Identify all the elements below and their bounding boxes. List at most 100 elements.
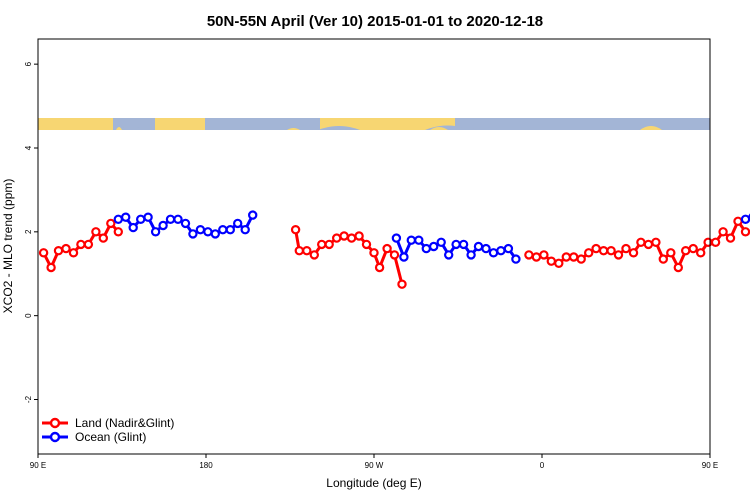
data-point xyxy=(681,245,691,256)
series-land xyxy=(38,216,750,289)
data-point xyxy=(561,252,572,262)
data-point xyxy=(710,237,721,247)
data-point xyxy=(451,239,461,250)
data-point xyxy=(569,252,579,262)
data-point xyxy=(481,243,491,254)
map-strip-land xyxy=(640,126,662,130)
legend-label: Ocean (Glint) xyxy=(75,430,146,444)
data-point xyxy=(68,248,79,258)
data-point xyxy=(294,245,304,256)
y-tick-label: 6 xyxy=(24,61,33,66)
data-point xyxy=(628,248,639,258)
data-point xyxy=(173,214,183,224)
data-point xyxy=(703,237,713,247)
data-point xyxy=(302,245,312,256)
data-point xyxy=(91,227,101,237)
data-point xyxy=(195,224,206,235)
data-point xyxy=(696,248,706,258)
data-point xyxy=(240,224,250,235)
data-point xyxy=(488,248,499,258)
data-point xyxy=(128,222,138,233)
data-point xyxy=(113,227,124,237)
data-point xyxy=(143,212,153,222)
data-point xyxy=(414,235,424,245)
data-point xyxy=(496,245,506,256)
x-tick-label: 0 xyxy=(540,461,545,470)
y-axis-label: XCO2 - MLO trend (ppm) xyxy=(1,179,15,314)
map-strip-ocean xyxy=(470,127,500,130)
data-point xyxy=(539,250,549,260)
map-strip-land xyxy=(430,127,448,130)
data-point xyxy=(666,248,676,258)
data-point xyxy=(346,233,357,243)
data-point xyxy=(290,224,301,235)
data-point xyxy=(466,250,476,260)
legend-marker xyxy=(49,417,61,429)
data-point xyxy=(576,254,586,264)
data-point xyxy=(636,237,646,247)
x-axis: 90 E 180 90 W 0 90 E xyxy=(30,454,718,470)
data-point xyxy=(613,250,624,260)
data-point xyxy=(621,243,631,254)
map-strip-ocean xyxy=(205,118,320,130)
data-point xyxy=(225,224,235,235)
data-point xyxy=(546,256,557,266)
data-point xyxy=(369,248,379,258)
data-point xyxy=(232,218,243,229)
data-point xyxy=(740,214,750,224)
data-point xyxy=(120,212,131,222)
map-strip-ocean xyxy=(140,118,155,130)
data-point xyxy=(389,250,400,260)
data-point xyxy=(150,227,161,237)
data-point xyxy=(733,216,743,226)
data-point xyxy=(673,262,684,273)
data-point xyxy=(158,220,168,231)
map-strip-ocean xyxy=(676,125,690,130)
data-point xyxy=(429,241,439,252)
data-point xyxy=(317,239,327,250)
map-strip-ocean xyxy=(135,127,142,130)
data-point xyxy=(651,237,661,247)
data-point xyxy=(740,227,750,237)
y-tick-label: 2 xyxy=(24,229,33,234)
data-point xyxy=(46,262,56,273)
data-point xyxy=(247,210,258,220)
data-point xyxy=(554,258,564,268)
x-tick-label: 90 E xyxy=(702,461,718,470)
data-point xyxy=(309,250,319,260)
data-point xyxy=(188,229,198,239)
data-point xyxy=(391,233,402,243)
map-strip-ocean xyxy=(318,126,360,130)
data-point xyxy=(458,239,469,250)
data-point xyxy=(354,231,364,241)
data-point xyxy=(361,239,372,250)
y-tick-label: 0 xyxy=(24,313,33,318)
data-point xyxy=(399,252,409,262)
data-point xyxy=(584,248,594,258)
legend: Land (Nadir&Glint)Ocean (Glint) xyxy=(42,416,174,444)
map-strip-ocean xyxy=(470,118,710,130)
data-point xyxy=(180,218,191,229)
land-ocean-map-strip xyxy=(38,118,710,130)
data-point xyxy=(113,214,124,224)
data-point xyxy=(688,243,698,254)
data-point xyxy=(606,245,616,256)
data-point xyxy=(61,243,71,254)
data-point xyxy=(203,227,213,237)
series-layer xyxy=(38,210,750,289)
map-strip-land xyxy=(287,128,300,130)
x-tick-label: 90 W xyxy=(365,461,384,470)
chart-title: 50N-55N April (Ver 10) 2015-01-01 to 202… xyxy=(207,13,543,30)
data-point xyxy=(436,237,446,247)
data-point xyxy=(503,243,514,254)
x-tick-label: 90 E xyxy=(30,461,46,470)
data-point xyxy=(135,214,146,224)
data-point xyxy=(382,243,392,254)
data-point xyxy=(406,235,416,245)
data-point xyxy=(53,245,64,256)
data-point xyxy=(98,233,109,243)
y-tick-label: -2 xyxy=(24,395,33,403)
data-point xyxy=(473,241,484,252)
data-point xyxy=(165,214,176,224)
